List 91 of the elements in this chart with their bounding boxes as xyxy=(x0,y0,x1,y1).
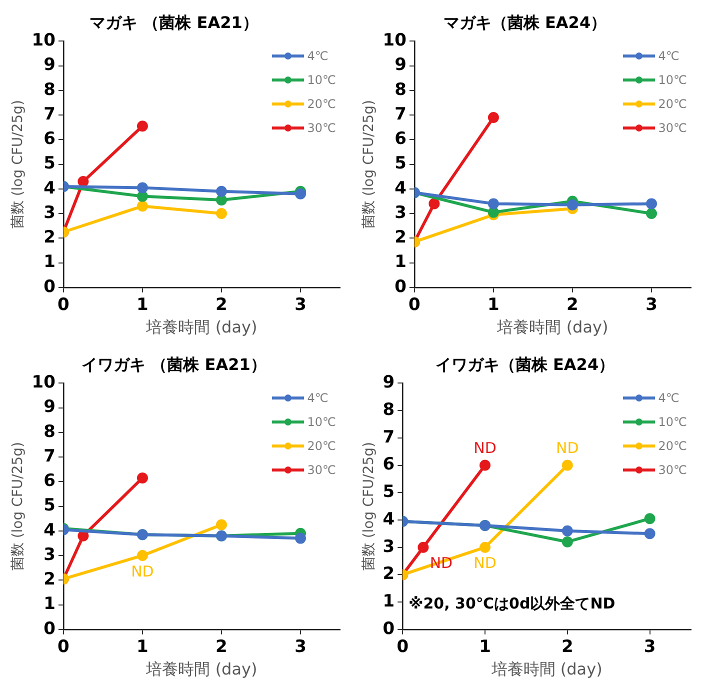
x-tick-label: 0 xyxy=(408,295,421,316)
y-tick-label: 8 xyxy=(394,80,406,100)
x-tick-label: 2 xyxy=(566,295,578,316)
x-tick-label: 2 xyxy=(561,637,574,658)
legend-label: 4℃ xyxy=(307,390,328,407)
x-tick-label: 2 xyxy=(216,637,228,658)
y-tick-label: 4 xyxy=(44,178,56,198)
x-axis-title: 培養時間 (day) xyxy=(145,318,258,337)
y-tick-label: 7 xyxy=(44,446,56,466)
y-tick-label: 3 xyxy=(394,202,406,223)
y-tick-label: 2 xyxy=(394,228,406,248)
y-tick-label: 2 xyxy=(44,570,56,590)
y-tick-label: 2 xyxy=(382,564,395,584)
y-tick-label: 3 xyxy=(44,544,56,565)
legend-label: 20℃ xyxy=(307,438,336,455)
y-tick-label: 5 xyxy=(382,482,395,502)
y-tick-label: 0 xyxy=(382,618,395,639)
x-tick-label: 0 xyxy=(58,295,70,316)
legend-label: 4℃ xyxy=(658,390,680,407)
chart-title: マガキ （菌株 EA21） xyxy=(90,12,258,32)
legend-label: 30℃ xyxy=(307,462,336,479)
legend-label: 4℃ xyxy=(307,48,328,65)
legend-label: 20℃ xyxy=(658,438,687,455)
legend-label: 30℃ xyxy=(658,462,687,479)
legend-label: 10℃ xyxy=(307,414,336,431)
y-tick-label: 3 xyxy=(382,536,395,557)
legend-label: 10℃ xyxy=(658,72,687,89)
y-axis-title: 菌数 (log CFU/25g) xyxy=(361,442,378,571)
legend-label: 10℃ xyxy=(307,72,336,89)
y-tick-label: 9 xyxy=(394,55,406,76)
y-axis-title: 菌数 (log CFU/25g) xyxy=(10,442,26,571)
x-tick-label: 0 xyxy=(58,637,70,658)
y-tick-label: 9 xyxy=(382,372,395,393)
y-tick-label: 7 xyxy=(382,427,395,448)
y-tick-label: 4 xyxy=(394,178,407,198)
legend-label: 30℃ xyxy=(307,120,336,137)
x-tick-label: 3 xyxy=(646,295,658,316)
y-tick-label: 4 xyxy=(44,520,56,540)
legend-label: 20℃ xyxy=(658,96,687,113)
y-tick-label: 7 xyxy=(394,104,406,124)
annotation: ND xyxy=(131,562,154,580)
x-tick-label: 3 xyxy=(294,295,306,316)
y-tick-label: 6 xyxy=(44,129,56,150)
y-tick-label: 1 xyxy=(382,591,395,612)
y-tick-label: 4 xyxy=(382,509,395,530)
x-tick-label: 1 xyxy=(136,637,148,658)
y-tick-label: 6 xyxy=(394,129,406,150)
y-tick-label: 3 xyxy=(44,202,56,223)
y-tick-label: 8 xyxy=(44,80,56,100)
y-tick-label: 10 xyxy=(32,30,56,51)
y-tick-label: 6 xyxy=(382,454,395,475)
chart-title: イワガキ （菌株 EA21） xyxy=(82,354,266,374)
y-tick-label: 5 xyxy=(44,496,56,516)
y-tick-label: 7 xyxy=(44,104,56,124)
y-tick-label: 6 xyxy=(44,471,56,492)
legend-label: 10℃ xyxy=(658,414,687,431)
y-tick-label: 1 xyxy=(44,252,56,272)
annotation: ND xyxy=(474,554,496,572)
y-tick-label: 0 xyxy=(44,276,56,297)
y-tick-label: 10 xyxy=(32,372,56,393)
x-tick-label: 1 xyxy=(488,295,500,316)
y-tick-label: 5 xyxy=(44,154,56,174)
y-tick-label: 9 xyxy=(44,397,56,418)
y-tick-label: 1 xyxy=(44,594,56,614)
x-tick-label: 2 xyxy=(216,295,228,316)
x-axis-title: 培養時間 (day) xyxy=(145,660,258,679)
legend-label: 4℃ xyxy=(658,48,680,65)
x-tick-label: 1 xyxy=(136,295,148,316)
y-tick-label: 8 xyxy=(44,422,56,442)
y-tick-label: 0 xyxy=(394,276,407,297)
annotation: ※20, 30℃は0d以外全てND xyxy=(408,594,616,613)
y-tick-label: 8 xyxy=(382,400,395,420)
y-axis-title: 菌数 (log CFU/25g) xyxy=(361,100,378,229)
chart-title: イワガキ（菌株 EA24） xyxy=(435,354,615,374)
y-tick-label: 1 xyxy=(394,252,406,272)
annotation: ND xyxy=(474,439,496,458)
x-tick-label: 3 xyxy=(294,637,306,658)
x-axis-title: 培養時間 (day) xyxy=(490,660,602,679)
y-tick-label: 0 xyxy=(44,618,56,639)
y-tick-label: 10 xyxy=(382,30,407,51)
y-tick-label: 5 xyxy=(394,154,406,174)
y-axis-title: 菌数 (log CFU/25g) xyxy=(10,100,26,229)
y-tick-label: 9 xyxy=(44,55,56,76)
y-tick-label: 2 xyxy=(44,228,56,248)
x-tick-label: 1 xyxy=(479,637,491,658)
chart-title: マガキ（菌株 EA24） xyxy=(443,12,607,32)
legend-label: 20℃ xyxy=(307,96,336,113)
x-tick-label: 3 xyxy=(644,637,656,658)
legend-label: 30℃ xyxy=(658,120,687,137)
annotation: ND xyxy=(556,439,579,458)
x-axis-title: 培養時間 (day) xyxy=(496,318,608,337)
